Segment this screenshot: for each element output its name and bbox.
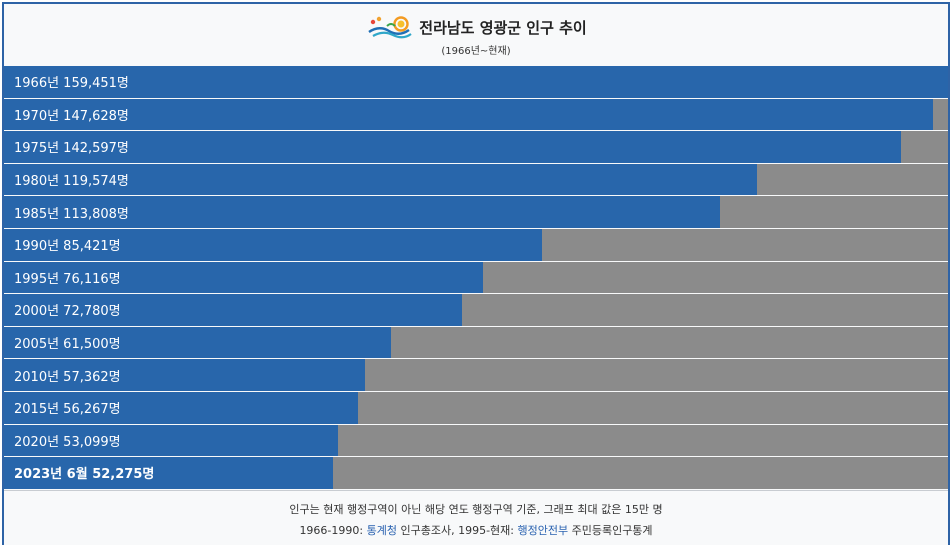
- bar-label: 1980년 119,574명: [14, 174, 129, 190]
- bar-label: 2000년 72,780명: [14, 304, 121, 320]
- bar-row: 1975년 142,597명: [4, 131, 948, 163]
- footer-source: 1966-1990: 통계청 인구총조사, 1995-현재: 행정안전부 주민등…: [4, 522, 948, 538]
- bar: [4, 66, 948, 98]
- bar-list: 1966년 159,451명 1970년 147,628명 1975년 142,59…: [4, 66, 948, 490]
- bar: [4, 196, 721, 228]
- bar-label: 2005년 61,500명: [14, 337, 121, 353]
- bar-row: 2023년 6월 52,275명: [4, 457, 948, 489]
- chart-subtitle: (1966년~현재): [441, 46, 511, 57]
- bar: [4, 392, 359, 424]
- bar-row: 1980년 119,574명: [4, 163, 948, 196]
- bar-label: 2020년 53,099명: [14, 434, 121, 450]
- bar-row: 2015년 56,267명: [4, 392, 948, 424]
- chart-title: 전라남도 영광군 인구 추이: [419, 18, 587, 37]
- source-mid: 인구총조사, 1995-현재:: [396, 524, 518, 537]
- bar: [4, 261, 484, 294]
- bar-label: 1995년 76,116명: [14, 271, 121, 287]
- bar: [4, 98, 934, 131]
- bar-row: 1985년 113,808명: [4, 196, 948, 228]
- bar-label: 1975년 142,597명: [14, 141, 129, 157]
- bar-label: 2015년 56,267명: [14, 402, 121, 418]
- bar-row: 2010년 57,362명: [4, 359, 948, 391]
- source-link-mois[interactable]: 행정안전부: [517, 524, 569, 537]
- bar-label: 2023년 6월 52,275명: [14, 467, 155, 483]
- bar: [4, 294, 463, 326]
- bar-row: 2000년 72,780명: [4, 294, 948, 326]
- bar: [4, 424, 339, 457]
- bar-row: 1970년 147,628명: [4, 98, 948, 131]
- bar-row: 2020년 53,099명: [4, 424, 948, 457]
- footer-note: 인구는 현재 행정구역이 아닌 해당 연도 행정구역 기준, 그래프 최대 값은…: [289, 503, 663, 516]
- bar: [4, 229, 542, 261]
- bar-label: 1970년 147,628명: [14, 108, 129, 124]
- chart-footer: 인구는 현재 행정구역이 아닌 해당 연도 행정구역 기준, 그래프 최대 값은…: [4, 490, 948, 545]
- bar-label: 2010년 57,362명: [14, 369, 121, 385]
- bar: [4, 359, 365, 391]
- bar-row: 2005년 61,500명: [4, 326, 948, 359]
- bar-label: 1990년 85,421명: [14, 239, 121, 255]
- bar: [4, 163, 757, 196]
- yeonggwang-county-logo-icon: [368, 16, 412, 39]
- bar-row: 1966년 159,451명: [4, 66, 948, 98]
- source-suffix: 주민등록인구통계: [568, 524, 653, 537]
- bar-label: 1985년 113,808명: [14, 206, 129, 222]
- bar-label: 1966년 159,451명: [14, 76, 129, 92]
- title-row: 전라남도 영광군 인구 추이: [4, 14, 948, 40]
- bar: [4, 326, 392, 359]
- bar: [4, 131, 902, 163]
- bar-row: 1990년 85,421명: [4, 229, 948, 261]
- chart-header: 전라남도 영광군 인구 추이 (1966년~현재): [4, 4, 948, 66]
- source-prefix: 1966-1990:: [299, 524, 367, 537]
- bar: [4, 457, 333, 489]
- bar-row: 1995년 76,116명: [4, 261, 948, 294]
- source-link-kostat[interactable]: 통계청: [366, 524, 397, 537]
